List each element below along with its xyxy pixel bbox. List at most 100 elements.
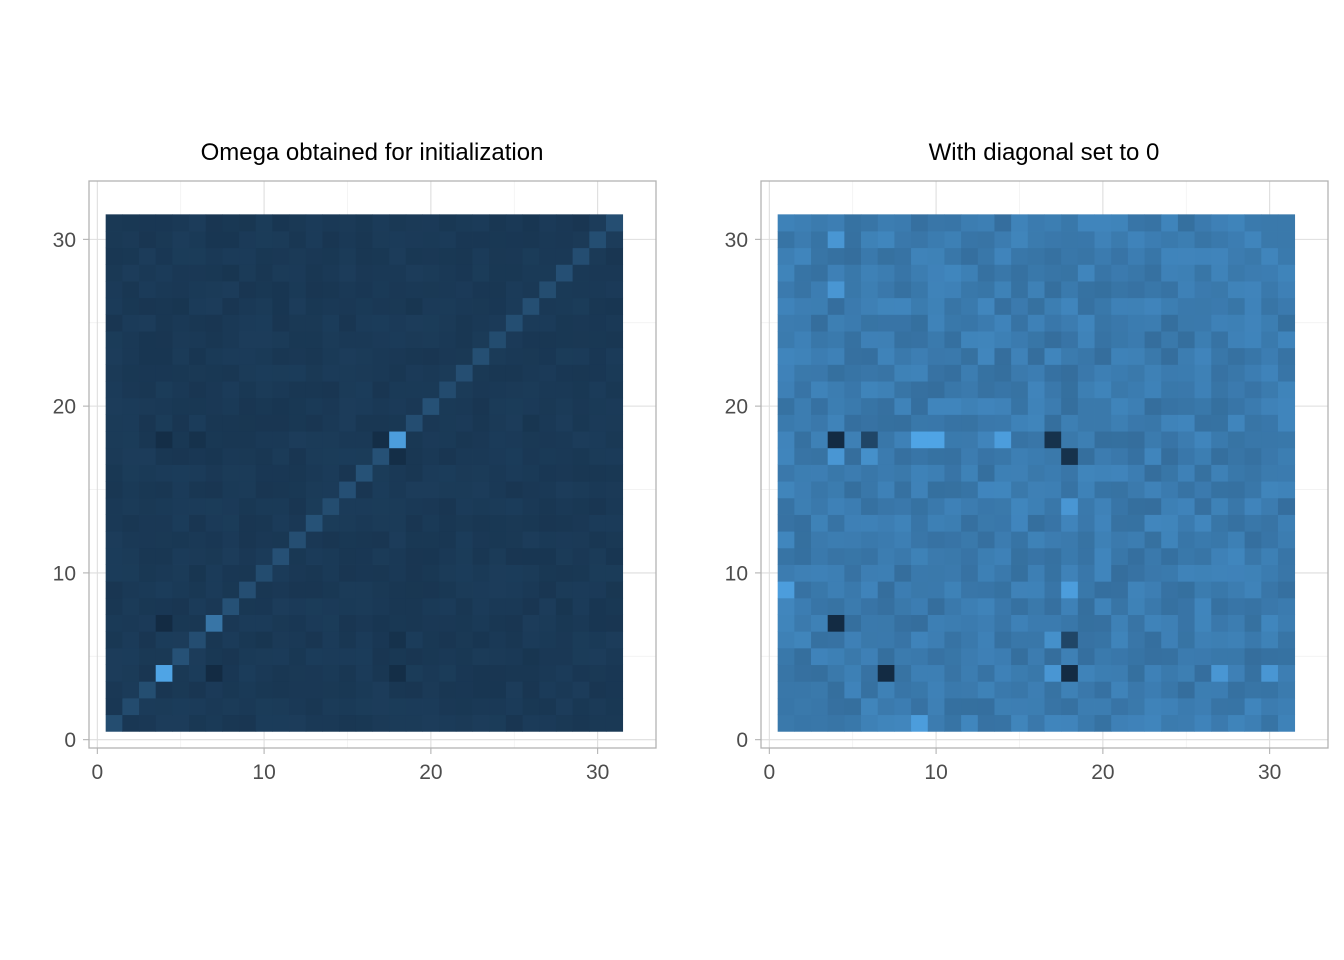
heatmap-cell <box>1144 647 1162 666</box>
heatmap-cell <box>911 647 929 666</box>
heatmap-cell <box>339 414 357 432</box>
heatmap-cell <box>1261 447 1279 465</box>
heatmap-cell <box>1194 381 1212 399</box>
heatmap-cell <box>911 497 929 515</box>
heatmap-cell <box>1194 481 1212 499</box>
heatmap-cell <box>555 431 574 449</box>
heatmap-cell <box>155 464 173 482</box>
heatmap-cell <box>1044 431 1062 449</box>
heatmap-cell <box>1277 664 1296 682</box>
heatmap-cell <box>472 481 490 499</box>
heatmap-cell <box>155 531 173 549</box>
heatmap-cell <box>139 664 157 682</box>
heatmap-cell <box>389 514 407 532</box>
heatmap-cell <box>472 331 490 349</box>
heatmap-cell <box>105 664 123 682</box>
heatmap-cell <box>1144 531 1162 549</box>
heatmap-cell <box>911 297 929 315</box>
heatmap-cell <box>794 297 812 315</box>
heatmap-cell <box>172 331 190 349</box>
heatmap-cell <box>489 397 507 415</box>
heatmap-cell <box>1044 597 1062 615</box>
heatmap-cell <box>1211 381 1229 399</box>
heatmap-cell <box>1061 697 1079 716</box>
heatmap-cell <box>844 447 862 465</box>
heatmap-cell <box>205 397 223 415</box>
heatmap-cell <box>339 664 357 682</box>
heatmap-cell <box>122 564 140 582</box>
heatmap-cell <box>1177 214 1195 232</box>
heatmap-cell <box>1144 597 1162 615</box>
heatmap-cell <box>1277 547 1296 565</box>
heatmap-cell <box>927 397 945 415</box>
heatmap-cell <box>1011 481 1029 499</box>
heatmap-cell <box>877 664 895 682</box>
heatmap-cell <box>844 631 862 649</box>
heatmap-cell <box>389 714 407 732</box>
heatmap-cell <box>1177 681 1195 699</box>
heatmap-cell <box>189 347 207 365</box>
heatmap-cell <box>1111 381 1129 399</box>
y-tick-label: 30 <box>725 229 748 252</box>
heatmap-cell <box>1194 597 1212 615</box>
heatmap-cell <box>1094 581 1112 599</box>
heatmap-cell <box>1027 714 1045 732</box>
heatmap-cell <box>189 397 207 415</box>
heatmap-cell <box>189 481 207 499</box>
heatmap-cell <box>1111 631 1129 649</box>
heatmap-cell <box>1261 297 1279 315</box>
heatmap-cell <box>122 447 140 465</box>
heatmap-cell <box>305 564 323 582</box>
heatmap-cell <box>1144 331 1162 349</box>
heatmap-cell <box>522 447 540 465</box>
heatmap-cell <box>572 531 590 549</box>
heatmap-cell <box>422 281 440 299</box>
heatmap-cell <box>1094 614 1112 632</box>
heatmap-cell <box>944 331 962 349</box>
heatmap-cell <box>1161 297 1179 315</box>
heatmap-cell <box>122 364 140 382</box>
heatmap-cell <box>777 364 795 382</box>
heatmap-cell <box>505 697 523 716</box>
heatmap-cell <box>1194 464 1212 482</box>
heatmap-cell <box>1194 564 1212 582</box>
heatmap-cell <box>861 431 879 449</box>
heatmap-cell <box>1227 681 1246 699</box>
heatmap-cell <box>961 364 979 382</box>
heatmap-cell <box>927 547 945 565</box>
heatmap-cell <box>794 547 812 565</box>
heatmap-cell <box>1144 631 1162 649</box>
heatmap-cell <box>405 531 423 549</box>
heatmap-cell <box>122 647 140 666</box>
heatmap-cell <box>1144 447 1162 465</box>
heatmap-cell <box>1011 214 1029 232</box>
heatmap-cell <box>172 681 190 699</box>
heatmap-cell <box>322 547 340 565</box>
heatmap-cell <box>961 631 979 649</box>
heatmap-cell <box>189 431 207 449</box>
heatmap-cell <box>339 697 357 716</box>
heatmap-cell <box>372 381 390 399</box>
heatmap-cell <box>289 231 307 249</box>
heatmap-cell <box>911 281 929 299</box>
heatmap-cell <box>439 614 457 632</box>
heatmap-cell <box>472 647 490 666</box>
heatmap-cell <box>139 514 157 532</box>
heatmap-cell <box>389 597 407 615</box>
heatmap-cell <box>522 581 540 599</box>
heatmap-cell <box>1061 214 1079 232</box>
heatmap-cell <box>794 481 812 499</box>
heatmap-cell <box>105 247 123 265</box>
heatmap-cell <box>927 381 945 399</box>
heatmap-cell <box>589 497 607 515</box>
heatmap-cell <box>1144 497 1162 515</box>
heatmap-cell <box>927 664 945 682</box>
heatmap-cell <box>1111 464 1129 482</box>
heatmap-cell <box>777 314 795 332</box>
heatmap-cell <box>1011 464 1029 482</box>
heatmap-cell <box>894 231 912 249</box>
heatmap-cell <box>961 497 979 515</box>
heatmap-cell <box>439 397 457 415</box>
heatmap-cell <box>927 447 945 465</box>
heatmap-cell <box>189 331 207 349</box>
